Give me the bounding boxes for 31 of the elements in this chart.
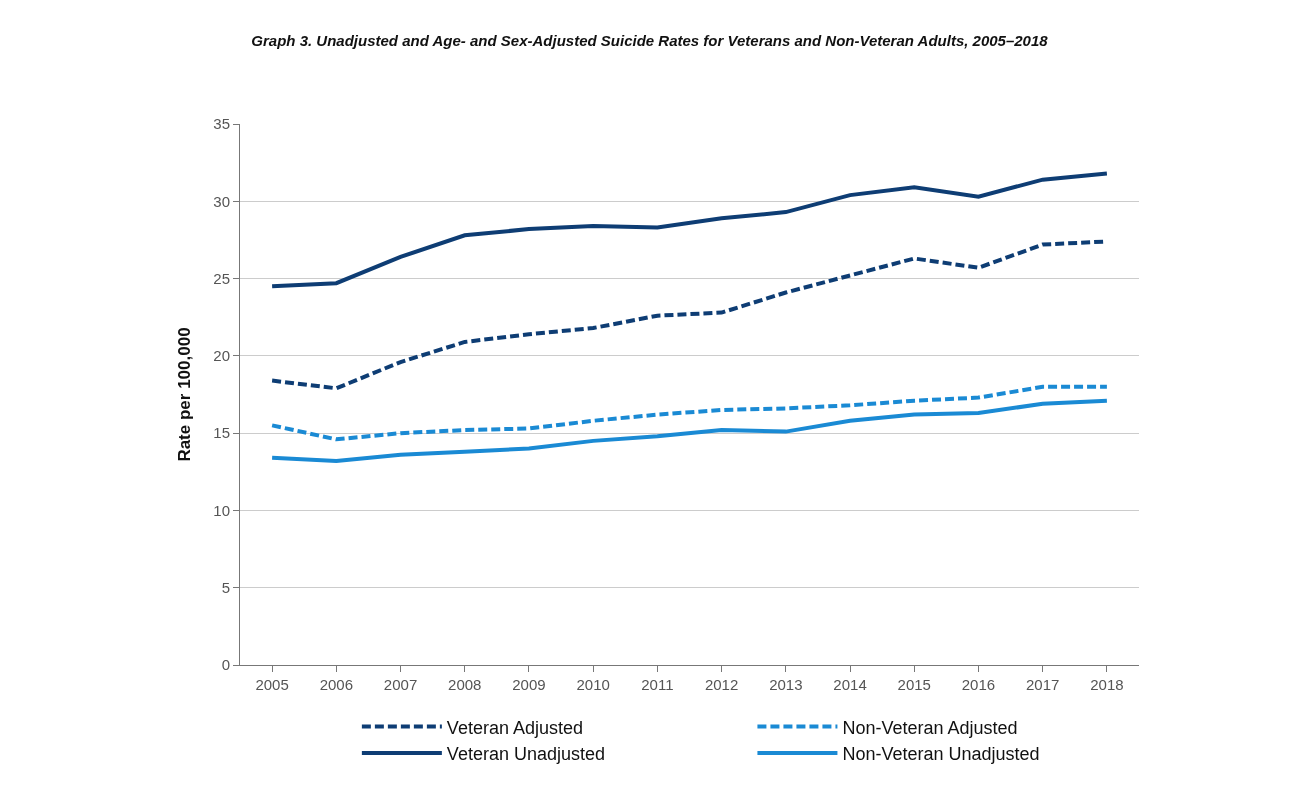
legend-label: Non-Veteran Unadjusted bbox=[842, 743, 1040, 764]
y-axis-title: Rate per 100,000 bbox=[174, 327, 194, 462]
x-tick-label: 2015 bbox=[897, 676, 931, 693]
y-tick-label: 35 bbox=[213, 115, 230, 133]
y-tick-label: 10 bbox=[213, 501, 230, 519]
x-tick-label: 2006 bbox=[319, 676, 354, 693]
legend-label: Veteran Unadjusted bbox=[446, 743, 605, 764]
y-tick-label: 20 bbox=[213, 347, 230, 365]
x-tick-label: 2012 bbox=[704, 676, 739, 693]
x-tick-label: 2017 bbox=[1025, 676, 1060, 693]
line-series bbox=[270, 171, 1109, 289]
x-tick-label: 2007 bbox=[383, 676, 418, 693]
y-tick-label: 5 bbox=[221, 578, 230, 596]
line-series bbox=[270, 398, 1109, 463]
x-tick-label: 2018 bbox=[1090, 676, 1124, 693]
x-tick-label: 2014 bbox=[833, 676, 867, 693]
chart-title: Graph 3. Unadjusted and Age- and Sex-Adjusted Suicide Rates for Veterans and Non-Veteran Adults, 2005–2018 bbox=[251, 31, 1049, 49]
y-tick-label: 0 bbox=[221, 656, 230, 674]
x-tick-label: 2005 bbox=[255, 676, 289, 693]
x-tick-label: 2011 bbox=[641, 676, 674, 693]
line-series bbox=[270, 384, 1109, 442]
legend-label: Veteran Adjusted bbox=[446, 717, 583, 738]
y-tick-label: 25 bbox=[213, 269, 230, 287]
y-tick-label: 30 bbox=[213, 192, 230, 210]
x-tick-label: 2013 bbox=[769, 676, 803, 693]
y-tick-label: 15 bbox=[213, 424, 230, 442]
legend-label: Non-Veteran Adjusted bbox=[842, 717, 1018, 738]
x-tick-label: 2008 bbox=[448, 676, 482, 693]
x-tick-label: 2010 bbox=[576, 676, 610, 693]
x-tick-label: 2009 bbox=[512, 676, 546, 693]
x-tick-label: 2016 bbox=[961, 676, 996, 693]
